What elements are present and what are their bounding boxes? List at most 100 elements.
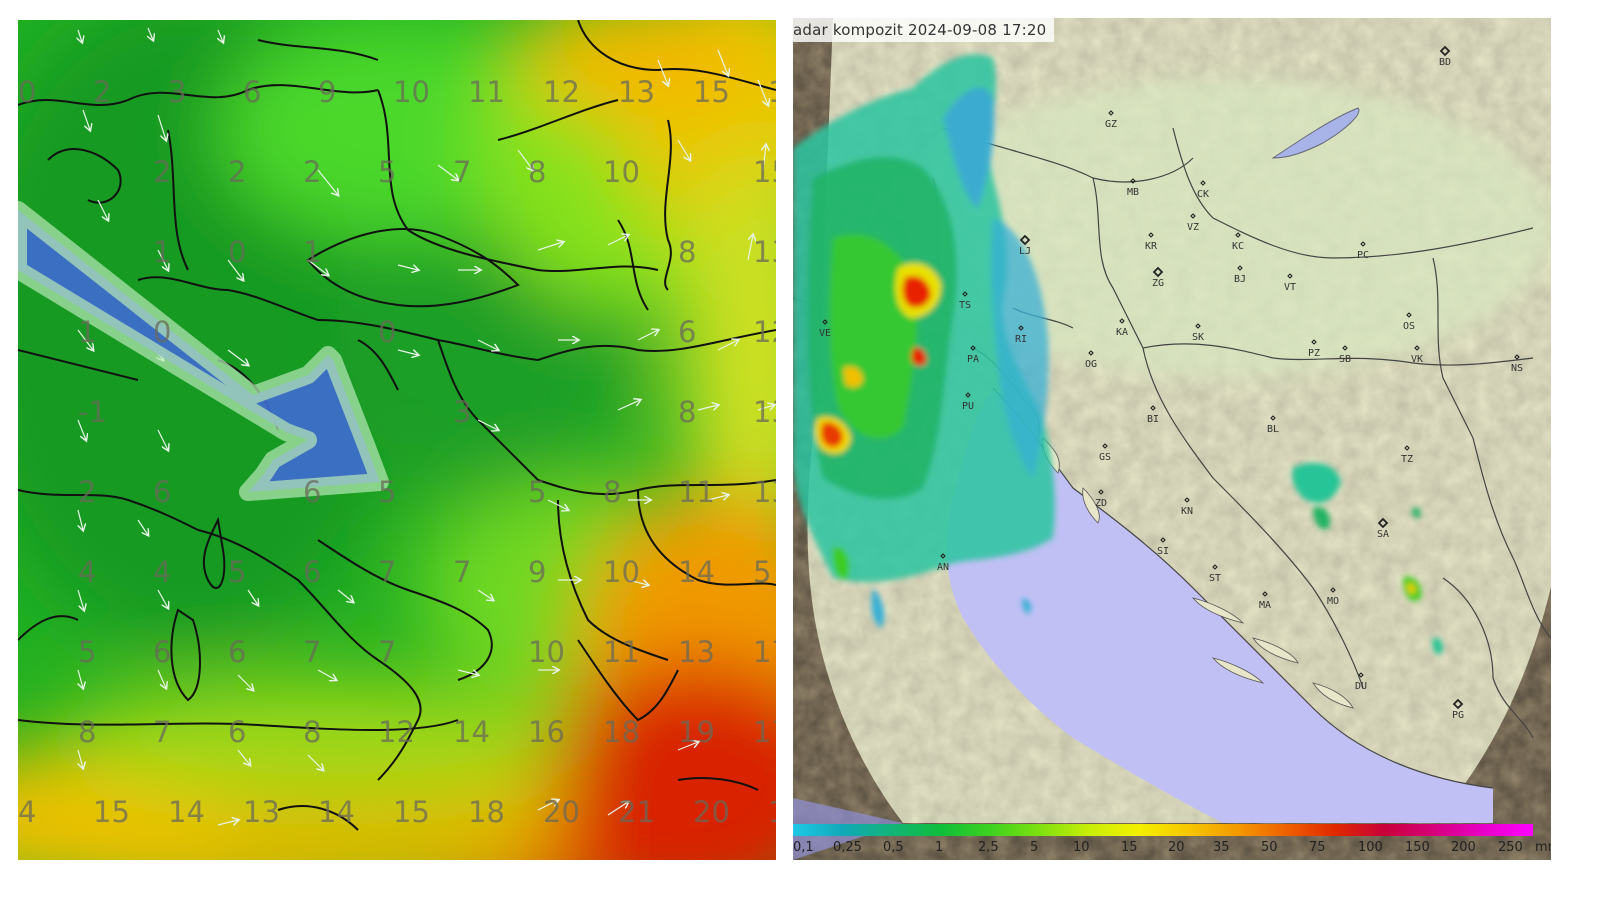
temperature-map-svg: 023691011121315152225781015101813100612-… [18,20,776,860]
temperature-value: 13 [753,395,776,429]
temperature-value: 16 [528,715,565,749]
temperature-value: 9 [318,75,336,109]
station-label: NS [1511,363,1523,374]
temperature-value: 6 [243,75,261,109]
coastlines [18,148,759,831]
station-sk: SK [1192,323,1204,343]
legend-label: 250 [1498,840,1523,855]
station-marker-icon [1270,415,1276,421]
temperature-value: 5 [528,475,546,509]
temperature-labels: 023691011121315152225781015101813100612-… [18,75,776,829]
station-marker-icon [1195,323,1201,329]
station-label: KR [1145,241,1158,252]
legend-label: 100 [1358,840,1383,855]
legend-label: 50 [1261,840,1278,855]
station-vt: VT [1284,273,1296,293]
temperature-value: 15 [393,795,430,829]
temperature-value: 7 [153,715,171,749]
station-tz: TZ [1401,445,1413,465]
station-label: PZ [1308,348,1320,359]
station-sa: SA [1377,517,1389,540]
temperature-value: 15 [93,795,130,829]
station-marker-icon [1119,318,1125,324]
station-label: CK [1197,189,1209,200]
station-ri: RI [1015,325,1027,345]
station-ck: CK [1197,180,1209,200]
station-label: SB [1339,354,1351,365]
station-marker-icon [1018,325,1024,331]
temperature-value: 14 [318,795,355,829]
station-du: DU [1355,672,1367,692]
station-marker-icon [1262,591,1268,597]
station-bl: BL [1267,415,1279,435]
legend-label: mm [1535,840,1551,855]
station-og: OG [1085,350,1097,370]
legend-gradient [793,824,1533,836]
station-kr: KR [1145,232,1158,252]
temperature-value: 7 [303,635,321,669]
station-marker-icon [1150,405,1156,411]
temperature-value: 13 [243,795,280,829]
temperature-value: 2 [303,155,321,189]
station-marker-icon [1108,110,1114,116]
station-marker-icon [1184,497,1190,503]
temperature-value: 0 [378,315,396,349]
temperature-value: 12 [378,715,415,749]
station-marker-icon [1406,312,1412,318]
station-label: SK [1192,332,1204,343]
station-label: PU [962,401,974,412]
station-label: BJ [1234,274,1246,285]
station-marker-icon [1160,537,1166,543]
station-zd: ZD [1095,489,1107,509]
station-label: VZ [1187,222,1199,233]
temperature-value: 2 [78,475,96,509]
legend-label: 0,25 [833,840,862,855]
temperature-value: 18 [768,795,776,829]
station-label: AN [937,562,949,573]
station-label: OG [1085,359,1097,370]
station-gs: GS [1099,443,1111,463]
temperature-value: 6 [228,715,246,749]
legend-label: 0,1 [793,840,814,855]
legend-label: 15 [1121,840,1138,855]
station-sb: SB [1339,345,1351,365]
station-vk: VK [1411,345,1423,365]
station-si: SI [1157,537,1169,557]
temperature-value: 1 [78,315,96,349]
temperature-value: 4 [153,555,171,589]
station-marker-icon [1130,178,1136,184]
temperature-value: 1 [153,235,171,269]
station-label: KC [1232,241,1244,252]
temperature-value: 6 [303,475,321,509]
temperature-value: 7 [453,555,471,589]
temperature-value: 12 [543,75,580,109]
station-bj: BJ [1234,265,1246,285]
temperature-value: 8 [678,235,696,269]
station-zg: ZG [1152,266,1164,289]
station-lj: LJ [1019,234,1031,257]
station-pz: PZ [1308,339,1320,359]
station-label: KA [1116,327,1128,338]
station-ve: VE [819,319,831,339]
station-marker-icon [962,291,968,297]
temperature-value: 7 [453,155,471,189]
station-marker-icon [1098,489,1104,495]
station-marker-icon [1019,234,1031,246]
flow-arrow [18,201,389,501]
station-label: RI [1015,334,1027,345]
station-label: VT [1284,282,1296,293]
station-label: GZ [1105,119,1117,130]
temperature-value: 15 [768,75,776,109]
station-bi: BI [1147,405,1159,425]
station-mo: MO [1327,587,1339,607]
temperature-value: 13 [753,475,776,509]
temperature-value: 10 [603,155,640,189]
temperature-value: 0 [18,75,36,109]
station-gz: GZ [1105,110,1117,130]
station-kc: KC [1232,232,1244,252]
temperature-value: 5 [378,475,396,509]
temperature-value: 10 [393,75,430,109]
station-marker-icon [1452,698,1464,710]
temperature-value: 15 [753,155,776,189]
radar-title: adar kompozit 2024-09-08 17:20 [793,18,1055,42]
